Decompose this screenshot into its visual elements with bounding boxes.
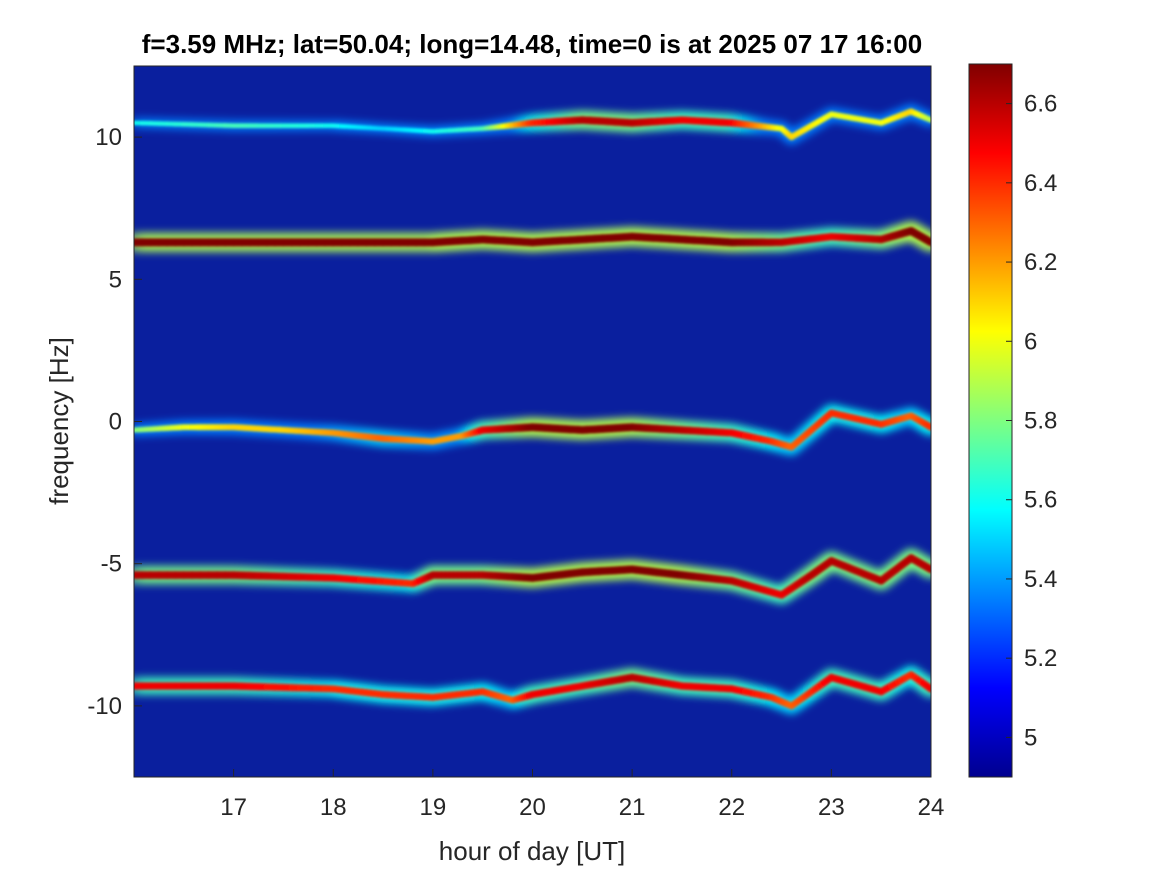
x-tick-label: 21: [619, 794, 646, 821]
y-axis: 10 5 0 -5 -10: [87, 124, 142, 720]
colorbar-tick-label: 6: [1024, 328, 1037, 355]
trace-4-core: [134, 671, 931, 710]
colorbar-tick-label: 6.4: [1024, 170, 1057, 197]
colorbar-tick-label: 5.2: [1024, 645, 1057, 672]
colorbar-tick-label: 5: [1024, 724, 1037, 751]
colorbar-tick-label: 6.2: [1024, 249, 1057, 276]
x-tick-label: 22: [718, 794, 745, 821]
trace-1-core: [134, 226, 931, 247]
trace-0-core: [134, 108, 931, 141]
trace-2-core: [134, 409, 931, 451]
x-tick-label: 24: [918, 794, 945, 821]
chart-title: f=3.59 MHz; lat=50.04; long=14.48, time=…: [142, 29, 922, 59]
y-tick-label: 10: [95, 124, 122, 151]
colorbar-tick-label: 5.4: [1024, 566, 1057, 593]
colorbar-tick-label: 5.8: [1024, 408, 1057, 435]
x-axis: 17 18 19 20 21 22 23 24: [220, 769, 944, 821]
x-tick-label: 20: [519, 794, 546, 821]
y-tick-label: -5: [101, 551, 122, 578]
x-axis-label: hour of day [UT]: [439, 836, 625, 866]
colorbar-tick-label: 6.6: [1024, 91, 1057, 118]
x-tick-label: 18: [320, 794, 347, 821]
y-tick-label: -10: [87, 693, 122, 720]
colorbar: [968, 63, 1013, 778]
y-axis-label: frequency [Hz]: [44, 337, 74, 505]
x-tick-label: 23: [818, 794, 845, 821]
trace-3-core: [134, 554, 931, 599]
colorbar-ticks: 6.6 6.4 6.2 6 5.8 5.6 5.4 5.2 5: [1006, 91, 1057, 751]
heatmap-cells: [134, 103, 931, 715]
x-tick-label: 19: [420, 794, 447, 821]
x-tick-label: 17: [220, 794, 247, 821]
colorbar-tick-label: 5.6: [1024, 487, 1057, 514]
y-tick-label: 5: [109, 266, 122, 293]
y-tick-label: 0: [109, 409, 122, 436]
